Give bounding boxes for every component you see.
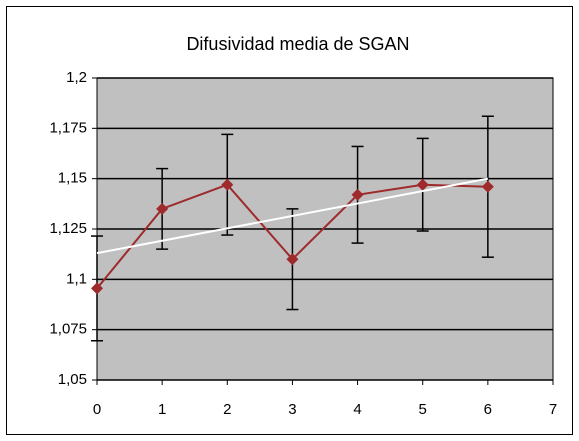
x-tick-label: 5	[419, 401, 427, 418]
marker	[221, 178, 234, 191]
x-tick-label: 4	[353, 401, 361, 418]
y-tick-label: 1,1	[66, 270, 87, 287]
x-tick-label: 3	[288, 401, 296, 418]
chart-title: Difusividad media de SGAN	[186, 34, 409, 54]
marker	[351, 188, 364, 201]
y-tick-label: 1,125	[49, 220, 87, 237]
marker	[416, 178, 429, 191]
y-tick-label: 1,15	[58, 170, 87, 187]
marker	[286, 253, 299, 266]
y-tick-label: 1,075	[49, 321, 87, 338]
trendline	[96, 177, 489, 255]
x-tick-label: 1	[158, 401, 166, 418]
marker	[481, 180, 494, 193]
plot-border	[96, 77, 554, 381]
y-tick-label: 1,2	[66, 69, 87, 86]
marker	[156, 202, 169, 215]
marker	[91, 282, 103, 295]
y-tick-label: 1,05	[58, 371, 87, 388]
x-tick-label: 0	[93, 401, 101, 418]
x-tick-label: 7	[549, 401, 557, 418]
y-tick-label: 1,175	[49, 119, 87, 136]
x-tick-label: 2	[223, 401, 231, 418]
x-tick-label: 6	[484, 401, 492, 418]
